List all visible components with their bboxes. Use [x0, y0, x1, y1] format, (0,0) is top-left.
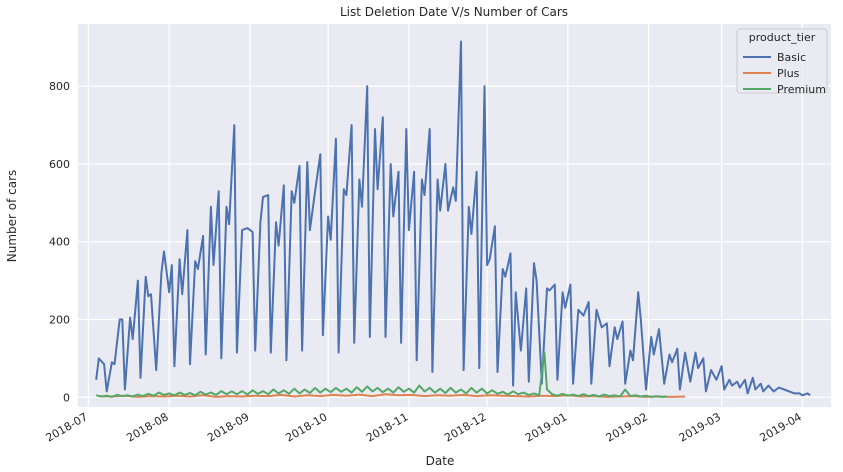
chart-title: List Deletion Date V/s Number of Cars — [340, 5, 568, 19]
x-tick-labels: 2018-07 2018-08 2018-09 2018-10 2018-11 2018-… — [44, 410, 804, 444]
legend-label-premium: Premium — [777, 83, 826, 96]
x-tick-label: 2018-08 — [124, 410, 170, 444]
x-tick-label: 2019-02 — [604, 410, 650, 444]
y-tick-label: 400 — [49, 236, 70, 249]
legend-label-plus: Plus — [777, 67, 800, 80]
y-tick-label: 800 — [49, 80, 70, 93]
y-tick-labels: 0 200 400 600 800 — [49, 80, 70, 404]
series-lines — [95, 40, 811, 398]
y-tick-label: 600 — [49, 158, 70, 171]
x-tick-label: 2019-01 — [523, 410, 569, 444]
x-tick-label: 2019-04 — [758, 410, 804, 444]
y-axis-label: Number of cars — [5, 170, 19, 263]
series-line-premium — [95, 351, 667, 398]
legend-label-basic: Basic — [777, 51, 806, 64]
x-tick-label: 2018-12 — [442, 410, 488, 444]
legend-box — [736, 28, 828, 94]
grid — [78, 24, 831, 407]
legend-entries: Basic Plus Premium — [743, 51, 826, 96]
legend: product_tier Basic Plus Premium — [736, 28, 828, 96]
series-line-basic — [95, 40, 811, 397]
x-tick-label: 2018-09 — [205, 410, 251, 444]
y-tick-label: 0 — [63, 391, 70, 404]
x-tick-label: 2018-10 — [283, 410, 329, 444]
x-axis-label: Date — [426, 454, 455, 468]
plot-area — [78, 24, 831, 407]
y-tick-label: 200 — [49, 314, 70, 327]
legend-title: product_tier — [749, 31, 816, 44]
x-tick-label: 2019-03 — [677, 410, 723, 444]
x-tick-label: 2018-11 — [364, 410, 410, 444]
x-tick-label: 2018-07 — [44, 410, 90, 444]
